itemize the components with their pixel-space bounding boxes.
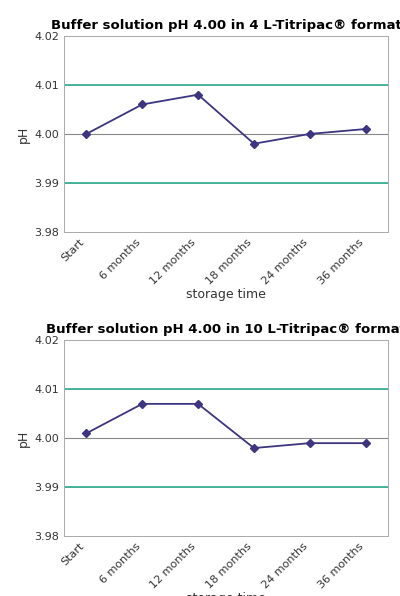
- Y-axis label: pH: pH: [17, 430, 30, 447]
- X-axis label: storage time: storage time: [186, 592, 266, 596]
- X-axis label: storage time: storage time: [186, 288, 266, 300]
- Y-axis label: pH: pH: [17, 125, 30, 142]
- Title: Buffer solution pH 4.00 in 4 L-Titripac® format: Buffer solution pH 4.00 in 4 L-Titripac®…: [51, 19, 400, 32]
- Title: Buffer solution pH 4.00 in 10 L-Titripac® format: Buffer solution pH 4.00 in 10 L-Titripac…: [46, 323, 400, 336]
